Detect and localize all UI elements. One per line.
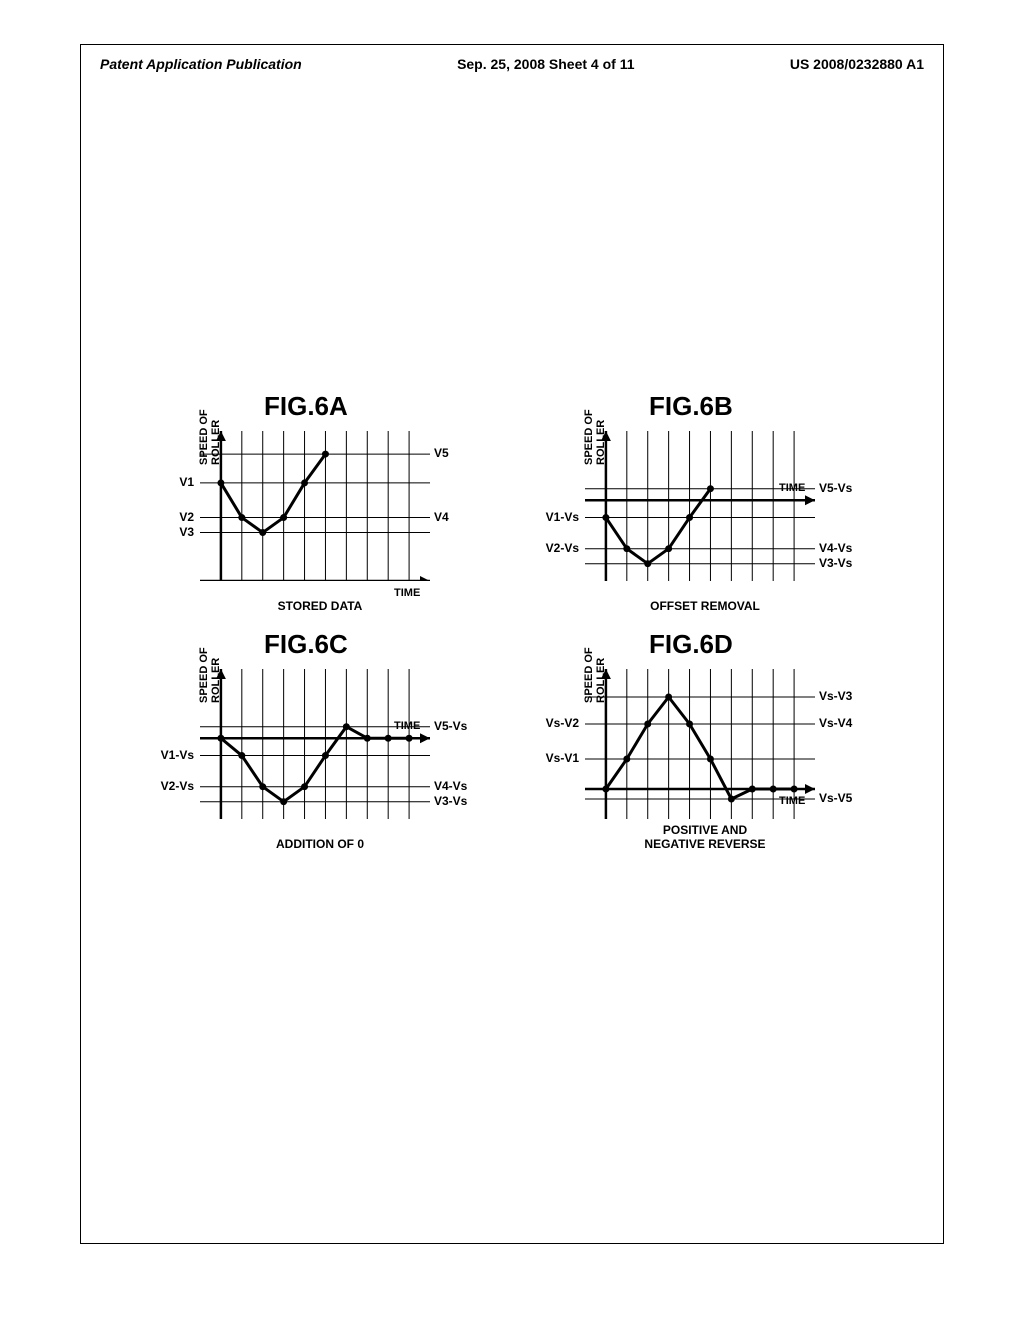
figure-6a: FIG.6A SPEED OFROLLERTIMEV1V2V3V5V4STORE… <box>140 395 490 615</box>
figures-grid: FIG.6A SPEED OFROLLERTIMEV1V2V3V5V4STORE… <box>140 395 880 853</box>
figure-title: FIG.6C <box>264 629 348 660</box>
right-tick-label: V4-Vs <box>434 779 467 793</box>
y-tick-label: V3 <box>140 525 194 539</box>
y-tick-label: Vs-V1 <box>525 751 579 765</box>
x-axis-label: TIME <box>394 720 420 732</box>
y-tick-label: V2-Vs <box>140 779 194 793</box>
figure-6b: FIG.6B SPEED OFROLLERTIMEV1-VsV2-VsV5-Vs… <box>525 395 875 615</box>
figure-title: FIG.6A <box>264 391 348 422</box>
y-tick-label: V2 <box>140 510 194 524</box>
figure-caption: OFFSET REMOVAL <box>585 599 825 613</box>
y-axis-label: SPEED OFROLLER <box>583 409 607 465</box>
figure-6c: FIG.6C SPEED OFROLLERTIMEV1-VsV2-VsV5-Vs… <box>140 633 490 853</box>
right-tick-label: Vs-V5 <box>819 791 852 805</box>
y-axis-label: SPEED OFROLLER <box>583 647 607 703</box>
y-tick-label: V2-Vs <box>525 541 579 555</box>
right-tick-label: V5-Vs <box>819 481 852 495</box>
header-right: US 2008/0232880 A1 <box>790 56 924 72</box>
y-tick-label: V1-Vs <box>525 510 579 524</box>
right-tick-label: Vs-V3 <box>819 689 852 703</box>
y-axis-label: SPEED OFROLLER <box>198 409 222 465</box>
figure-caption: STORED DATA <box>200 599 440 613</box>
right-tick-label: V3-Vs <box>434 794 467 808</box>
x-axis-label: TIME <box>779 795 805 807</box>
figure-caption: POSITIVE ANDNEGATIVE REVERSE <box>585 823 825 851</box>
y-axis-label: SPEED OFROLLER <box>198 647 222 703</box>
figure-caption: ADDITION OF 0 <box>200 837 440 851</box>
right-tick-label: V4 <box>434 510 449 524</box>
page-header: Patent Application Publication Sep. 25, … <box>100 56 924 72</box>
figure-6d: FIG.6D SPEED OFROLLERTIMEVs-V2Vs-V1Vs-V3… <box>525 633 875 853</box>
header-left: Patent Application Publication <box>100 56 302 72</box>
header-center: Sep. 25, 2008 Sheet 4 of 11 <box>457 56 634 72</box>
right-tick-label: V3-Vs <box>819 556 852 570</box>
right-tick-label: V5-Vs <box>434 719 467 733</box>
y-tick-label: V1-Vs <box>140 748 194 762</box>
right-tick-label: V4-Vs <box>819 541 852 555</box>
right-tick-label: V5 <box>434 446 449 460</box>
x-axis-label: TIME <box>779 482 805 494</box>
y-tick-label: Vs-V2 <box>525 716 579 730</box>
y-tick-label: V1 <box>140 475 194 489</box>
right-tick-label: Vs-V4 <box>819 716 852 730</box>
figure-title: FIG.6B <box>649 391 733 422</box>
figure-title: FIG.6D <box>649 629 733 660</box>
x-axis-label: TIME <box>394 587 420 599</box>
